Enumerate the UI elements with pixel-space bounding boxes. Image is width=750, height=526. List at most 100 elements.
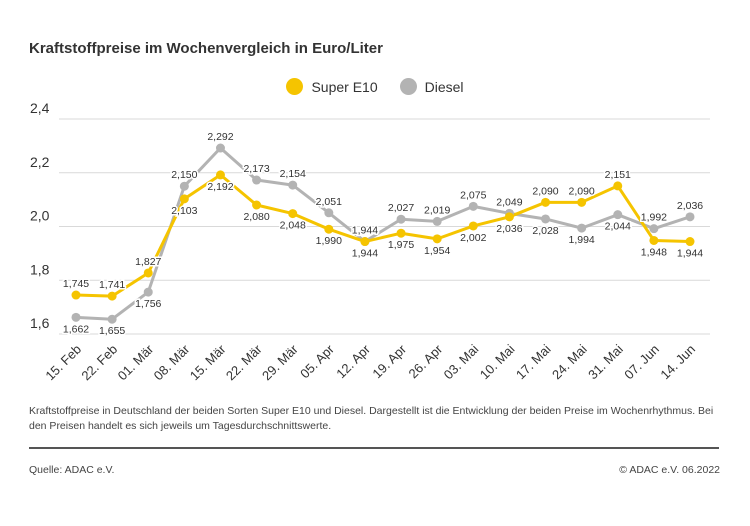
data-label-diesel: 2,150 — [171, 169, 197, 181]
y-tick-label: 1,8 — [30, 261, 50, 277]
legend-swatch-super-e10 — [286, 78, 304, 95]
data-point-super-e10 — [468, 221, 478, 231]
data-point-diesel — [685, 212, 695, 222]
legend-label-diesel: Diesel — [424, 78, 464, 95]
divider — [29, 447, 719, 449]
data-label-diesel: 1,944 — [352, 248, 378, 260]
x-tick-label: 24. Mai — [549, 341, 590, 382]
data-label-super-e10: 1,975 — [388, 239, 414, 251]
data-point-super-e10 — [179, 194, 189, 204]
x-tick-label: 12. Apr — [333, 341, 373, 381]
legend-item-diesel: Diesel — [399, 78, 464, 95]
y-tick-label: 2,0 — [30, 208, 50, 224]
x-tick-label: 07. Jun — [621, 342, 662, 383]
legend-item-super-e10: Super E10 — [286, 78, 378, 95]
data-label-diesel: 2,075 — [460, 189, 486, 201]
data-label-diesel: 2,044 — [605, 221, 631, 233]
x-tick-label: 15. Mär — [187, 341, 229, 383]
data-label-super-e10: 1,990 — [316, 235, 342, 247]
data-label-super-e10: 1,745 — [63, 278, 89, 290]
data-label-diesel: 2,049 — [496, 196, 522, 208]
chart-note: Kraftstoffpreise in Deutschland der beid… — [29, 405, 714, 432]
data-label-diesel: 1,655 — [99, 325, 125, 337]
legend-swatch-diesel — [399, 78, 417, 95]
legend-label-super-e10: Super E10 — [311, 78, 378, 95]
data-point-super-e10 — [143, 268, 153, 278]
data-point-super-e10 — [288, 209, 298, 219]
data-label-diesel: 2,292 — [207, 131, 233, 143]
data-point-super-e10 — [577, 197, 587, 207]
data-point-diesel — [649, 224, 659, 234]
y-tick-label: 2,2 — [30, 154, 50, 170]
data-label-diesel: 2,036 — [677, 200, 703, 212]
x-tick-label: 19. Apr — [369, 341, 409, 381]
data-label-super-e10: 2,048 — [280, 220, 306, 232]
x-tick-label: 17. Mai — [513, 341, 554, 382]
data-label-diesel: 2,019 — [424, 204, 450, 216]
data-point-diesel — [613, 210, 623, 220]
data-label-diesel: 1,992 — [641, 212, 667, 224]
x-tick-label: 01. Mär — [115, 341, 157, 383]
data-point-super-e10 — [360, 237, 370, 247]
data-point-super-e10 — [504, 212, 514, 222]
data-label-super-e10: 2,080 — [243, 211, 269, 223]
data-label-super-e10: 2,103 — [171, 205, 197, 217]
data-point-diesel — [107, 314, 117, 324]
data-point-diesel — [179, 181, 189, 191]
data-point-super-e10 — [107, 291, 117, 301]
data-point-super-e10 — [649, 235, 659, 245]
data-point-diesel — [468, 201, 478, 211]
data-point-super-e10 — [215, 170, 225, 180]
data-label-super-e10: 1,944 — [677, 248, 703, 260]
data-label-super-e10: 2,192 — [207, 181, 233, 193]
data-point-super-e10 — [396, 228, 406, 238]
x-tick-label: 10. Mai — [477, 341, 518, 382]
data-point-super-e10 — [71, 290, 81, 300]
data-point-diesel — [143, 287, 153, 297]
data-label-super-e10: 1,948 — [641, 246, 667, 258]
data-label-super-e10: 2,090 — [532, 185, 558, 197]
data-point-diesel — [71, 312, 81, 322]
data-point-diesel — [396, 214, 406, 224]
series-line-diesel — [75, 146, 691, 321]
data-point-super-e10 — [613, 181, 623, 191]
data-point-diesel — [432, 216, 442, 226]
data-point-diesel — [541, 214, 551, 224]
data-label-diesel: 1,756 — [135, 298, 161, 310]
data-point-super-e10 — [324, 224, 334, 234]
data-point-super-e10 — [541, 197, 551, 207]
data-label-super-e10: 1,827 — [135, 256, 161, 268]
legend: Super E10 Diesel — [0, 78, 750, 95]
data-label-super-e10: 1,954 — [424, 245, 450, 257]
data-label-super-e10: 2,036 — [496, 223, 522, 235]
data-point-diesel — [288, 180, 298, 190]
y-tick-label: 1,6 — [30, 315, 50, 331]
data-label-super-e10: 1,944 — [352, 225, 378, 237]
data-label-super-e10: 1,741 — [99, 279, 125, 291]
x-tick-label: 26. Apr — [406, 341, 446, 381]
series-line-super-e10 — [75, 173, 691, 298]
data-point-diesel — [215, 143, 225, 153]
data-label-super-e10: 2,151 — [605, 169, 631, 181]
x-tick-label: 22. Feb — [78, 342, 120, 384]
data-point-super-e10 — [432, 234, 442, 244]
data-point-diesel — [324, 208, 334, 218]
data-point-diesel — [252, 175, 262, 185]
x-tick-label: 22. Mär — [223, 341, 265, 383]
chart-title: Kraftstoffpreise im Wochenvergleich in E… — [29, 40, 383, 57]
data-point-super-e10 — [685, 237, 695, 247]
x-tick-label: 14. Jun — [657, 342, 698, 383]
data-label-diesel: 2,051 — [316, 196, 342, 208]
source-text: Quelle: ADAC e.V. — [29, 464, 115, 476]
data-label-super-e10: 2,090 — [569, 185, 595, 197]
x-tick-label: 31. Mai — [585, 341, 626, 382]
data-point-diesel — [577, 223, 587, 233]
x-tick-label: 15. Feb — [42, 342, 84, 384]
data-point-super-e10 — [252, 200, 262, 210]
data-label-diesel: 2,173 — [243, 163, 269, 175]
x-tick-label: 03. Mai — [441, 341, 482, 382]
x-tick-label: 05. Apr — [297, 341, 337, 381]
data-label-diesel: 2,028 — [532, 225, 558, 237]
x-tick-label: 08. Mär — [151, 341, 193, 383]
